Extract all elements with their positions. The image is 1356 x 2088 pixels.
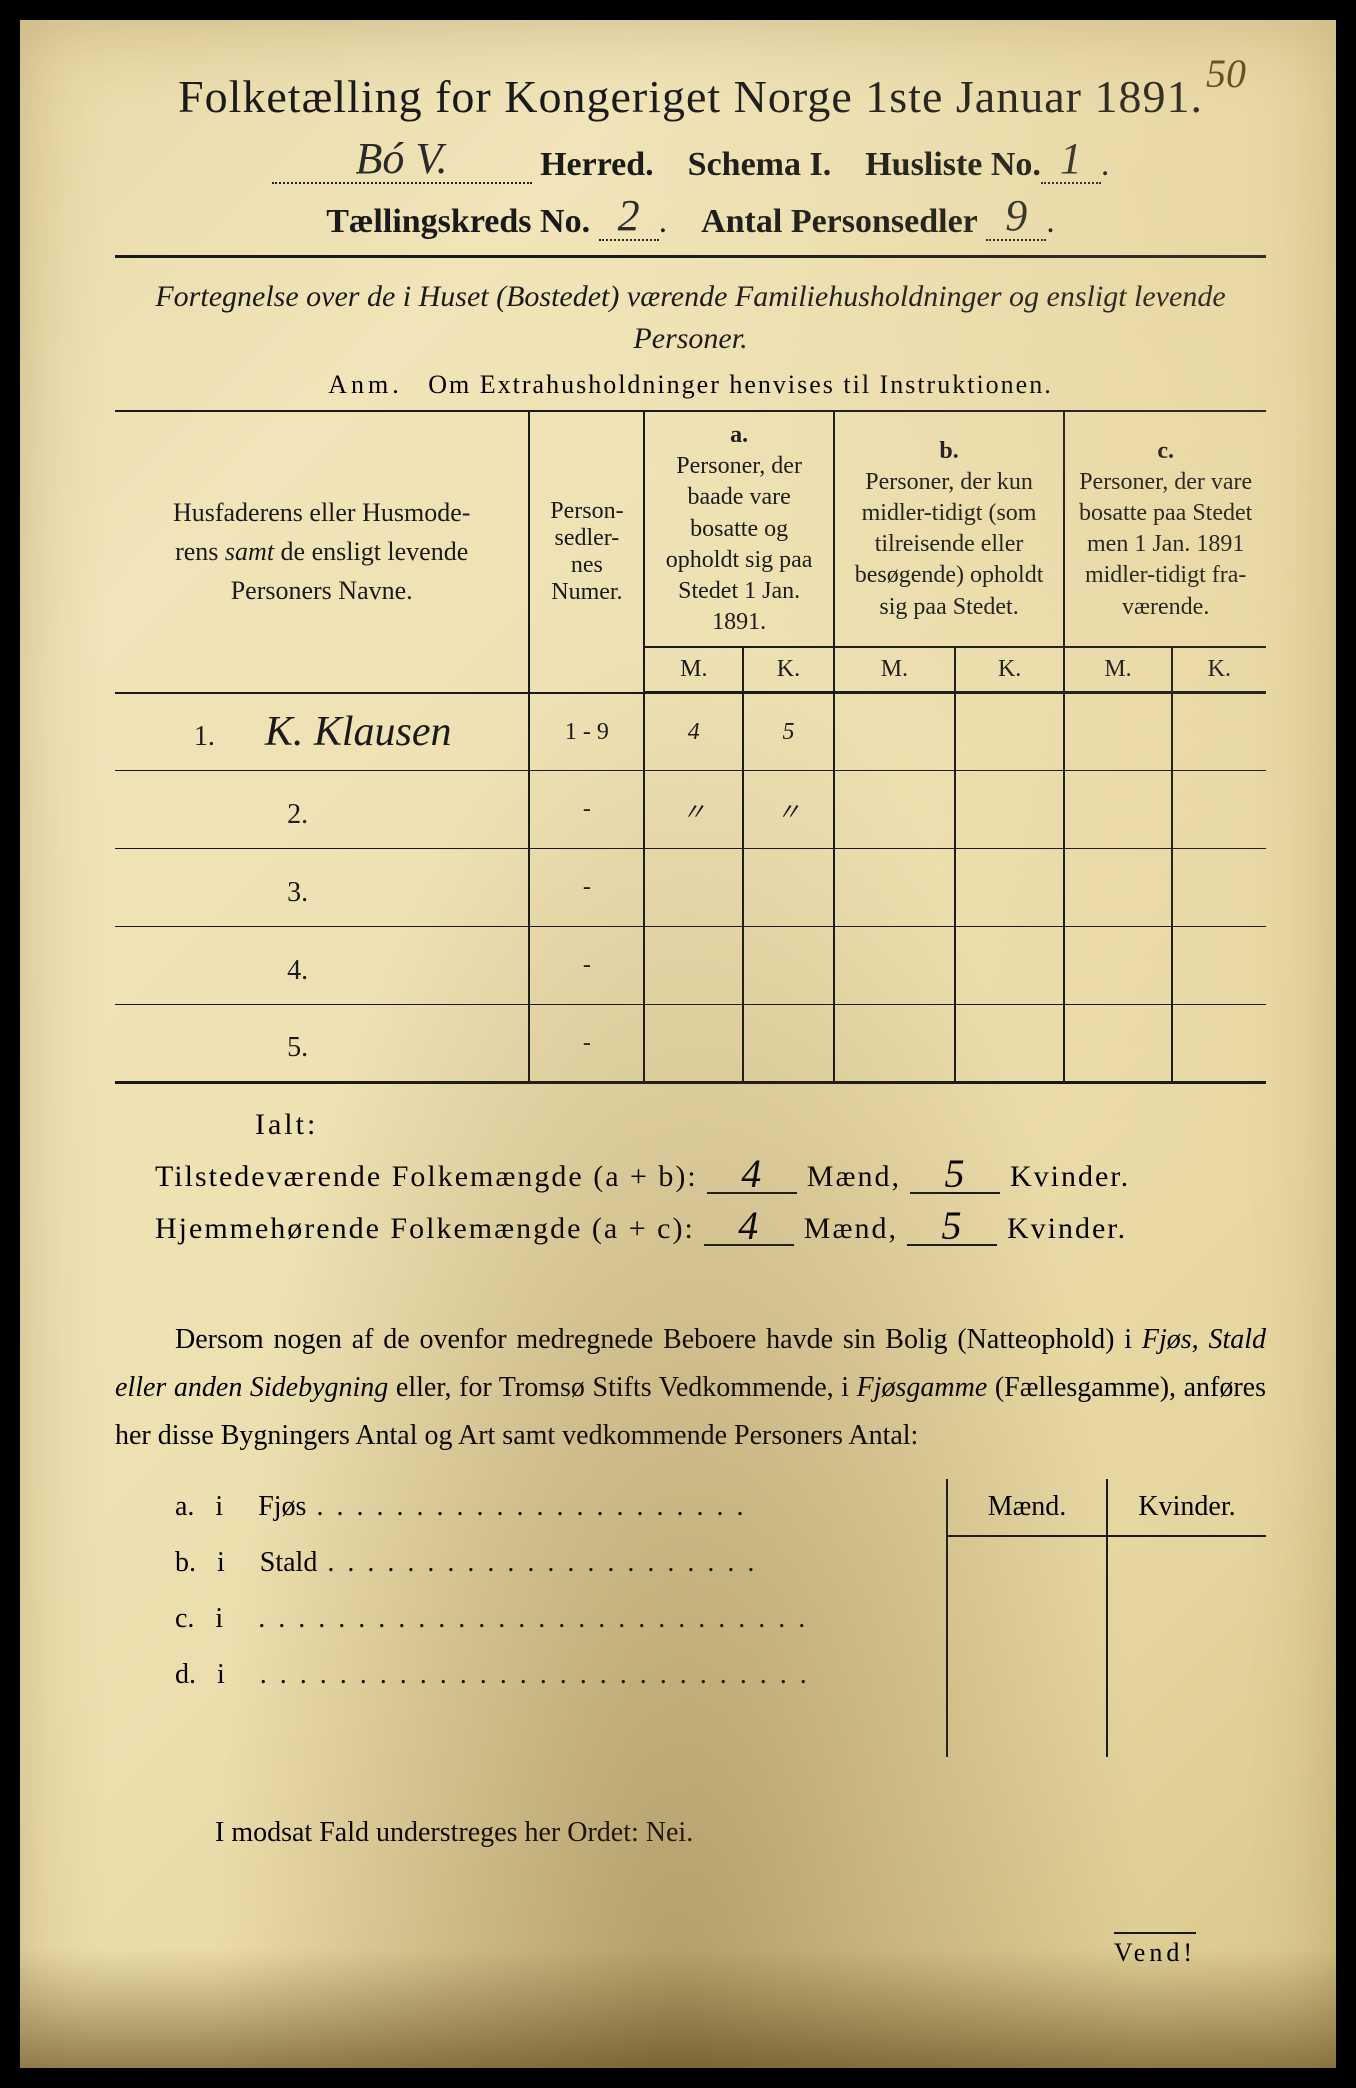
corner-page-number: 50 [1206, 50, 1246, 97]
form-description: Fortegnelse over de i Huset (Bostedet) v… [115, 276, 1266, 360]
table-row: 5. - [115, 1005, 1266, 1083]
cell-c-k [1172, 1005, 1266, 1083]
cell-b-k [955, 1005, 1064, 1083]
anm-text: Om Extrahusholdninger henvises til Instr… [428, 370, 1052, 399]
cell-c-k [1172, 927, 1266, 1005]
outbuilding-item: c. i . . . . . . . . . . . . . . . . . .… [175, 1591, 946, 1647]
table-row: 3. - [115, 849, 1266, 927]
antal-label: Antal Personsedler [701, 203, 978, 240]
cell-a-m [644, 849, 743, 927]
cell-a-k: 5 [743, 693, 834, 771]
mk-men-header: Mænd. [948, 1479, 1108, 1535]
mk-women-header: Kvinder. [1108, 1479, 1266, 1535]
summary-resident: Hjemmehørende Folkemængde (a + c): 4 Mæn… [155, 1208, 1266, 1246]
annotation-note: Anm. Om Extrahusholdninger henvises til … [115, 370, 1266, 400]
row-number: 4. [115, 927, 529, 1005]
summary-present: Tilstedeværende Folkemængde (a + b): 4 M… [155, 1156, 1266, 1194]
cell-b-m [834, 693, 955, 771]
cell-a-m [644, 927, 743, 1005]
turn-page-label: Vend! [1114, 1932, 1196, 1968]
col-b-m: M. [834, 647, 955, 693]
mk-women-cell [1108, 1537, 1266, 1757]
husliste-value: 1 [1060, 141, 1082, 176]
nei-instruction: I modsat Fald understreges her Ordet: Ne… [215, 1817, 1266, 1849]
divider [115, 255, 1266, 258]
resident-men: 4 [704, 1208, 794, 1246]
cell-a-k: 〃 [743, 771, 834, 849]
row-number: 5. [115, 1005, 529, 1083]
outbuilding-item: d. i . . . . . . . . . . . . . . . . . .… [175, 1647, 946, 1703]
cell-b-k [955, 849, 1064, 927]
cell-b-m [834, 771, 955, 849]
cell-a-m: 4 [644, 693, 743, 771]
cell-c-m [1064, 771, 1171, 849]
present-women: 5 [910, 1156, 1000, 1194]
cell-numer: - [529, 771, 644, 849]
resident-women: 5 [907, 1208, 997, 1246]
anm-prefix: Anm. [328, 370, 403, 399]
outbuilding-table: a. i Fjøs . . . . . . . . . . . . . . . … [115, 1479, 1266, 1757]
row-number: 1.K. Klausen [115, 693, 529, 771]
cell-numer: - [529, 927, 644, 1005]
mk-column: Mænd. Kvinder. [946, 1479, 1266, 1757]
col-a-k: K. [743, 647, 834, 693]
cell-b-m [834, 1005, 955, 1083]
cell-b-k [955, 927, 1064, 1005]
cell-b-k [955, 693, 1064, 771]
tallingskreds-value: 2 [618, 198, 640, 233]
cell-c-k [1172, 849, 1266, 927]
ialt-label: Ialt: [255, 1108, 1266, 1142]
cell-c-m [1064, 927, 1171, 1005]
outbuilding-item: b. i Stald . . . . . . . . . . . . . . .… [175, 1535, 946, 1591]
tallingskreds-label: Tællingskreds No. [326, 203, 590, 240]
cell-c-k [1172, 771, 1266, 849]
cell-b-k [955, 771, 1064, 849]
row-number: 3. [115, 849, 529, 927]
cell-numer: - [529, 1005, 644, 1083]
col-header-numer: Person-sedler-nesNumer. [529, 411, 644, 693]
table-row: 1.K. Klausen 1 - 9 4 5 [115, 693, 1266, 771]
cell-a-m: 〃 [644, 771, 743, 849]
present-men: 4 [707, 1156, 797, 1194]
cell-a-k [743, 849, 834, 927]
col-c-k: K. [1172, 647, 1266, 693]
col-header-c: c.Personer, der vare bosatte paa Stedet … [1064, 411, 1266, 647]
cell-c-m [1064, 693, 1171, 771]
cell-a-k [743, 927, 834, 1005]
cell-c-k [1172, 693, 1266, 771]
cell-c-m [1064, 1005, 1171, 1083]
mk-men-cell [948, 1537, 1108, 1757]
herred-value: Bó V. [356, 141, 448, 176]
main-title: Folketælling for Kongeriget Norge 1ste J… [115, 70, 1266, 123]
header-line-2: Tællingskreds No. 2. Antal Personsedler … [115, 198, 1266, 241]
census-form-page: 50 Folketælling for Kongeriget Norge 1st… [20, 20, 1336, 2068]
cell-a-m [644, 1005, 743, 1083]
husliste-label: Husliste No. [865, 146, 1041, 183]
cell-numer: 1 - 9 [529, 693, 644, 771]
antal-value: 9 [1005, 198, 1027, 233]
header-line-1: Bó V. Herred. Schema I. Husliste No.1. [115, 141, 1266, 184]
herred-label: Herred. [540, 146, 654, 183]
schema-label: Schema I. [688, 146, 832, 183]
census-table: Husfaderens eller Husmode-rens samt de e… [115, 410, 1266, 1084]
row-number: 2. [115, 771, 529, 849]
outbuilding-paragraph: Dersom nogen af de ovenfor medregnede Be… [115, 1316, 1266, 1459]
col-a-m: M. [644, 647, 743, 693]
cell-a-k [743, 1005, 834, 1083]
cell-b-m [834, 849, 955, 927]
cell-c-m [1064, 849, 1171, 927]
col-header-names: Husfaderens eller Husmode-rens samt de e… [115, 411, 529, 693]
table-row: 4. - [115, 927, 1266, 1005]
col-c-m: M. [1064, 647, 1171, 693]
col-header-a: a.Personer, der baade vare bosatte og op… [644, 411, 833, 647]
col-b-k: K. [955, 647, 1064, 693]
cell-b-m [834, 927, 955, 1005]
col-header-b: b.Personer, der kun midler-tidigt (som t… [834, 411, 1065, 647]
outbuilding-item: a. i Fjøs . . . . . . . . . . . . . . . … [175, 1479, 946, 1535]
cell-numer: - [529, 849, 644, 927]
outbuilding-list: a. i Fjøs . . . . . . . . . . . . . . . … [115, 1479, 946, 1757]
table-row: 2. - 〃 〃 [115, 771, 1266, 849]
